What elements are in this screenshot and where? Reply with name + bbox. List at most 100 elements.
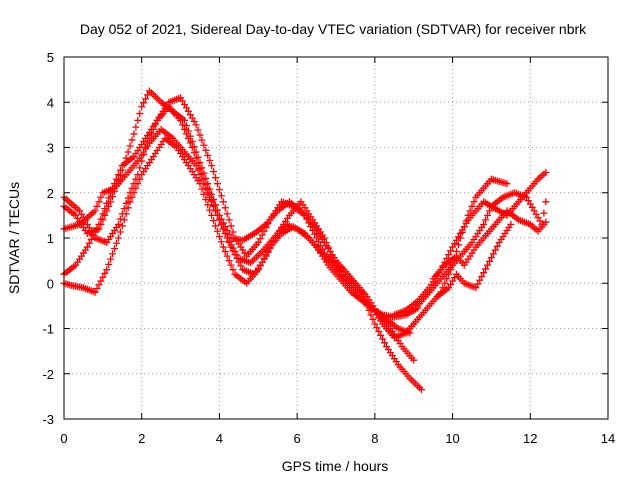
data-point xyxy=(194,166,202,174)
data-point xyxy=(198,185,206,193)
data-point xyxy=(256,235,264,243)
data-point xyxy=(324,243,332,251)
data-point xyxy=(198,175,206,183)
data-point xyxy=(124,204,132,212)
data-point xyxy=(219,243,227,251)
data-point xyxy=(322,239,330,247)
x-tick-label: 8 xyxy=(371,431,378,446)
data-point xyxy=(375,328,383,336)
data-point xyxy=(480,220,488,228)
data-point xyxy=(109,193,117,201)
data-point xyxy=(194,126,202,134)
data-point xyxy=(116,215,124,223)
data-point xyxy=(114,220,122,228)
x-tick-label: 6 xyxy=(294,431,301,446)
data-point xyxy=(482,265,490,273)
data-point xyxy=(202,196,210,204)
data-point xyxy=(213,227,221,235)
data-point xyxy=(91,207,99,215)
data-points xyxy=(60,87,550,394)
data-point xyxy=(122,199,130,207)
data-point xyxy=(182,130,190,138)
data-point xyxy=(107,255,115,263)
data-point xyxy=(95,220,103,228)
data-point xyxy=(112,239,120,247)
data-point xyxy=(124,194,132,202)
x-axis-label: GPS time / hours xyxy=(282,458,389,474)
data-point xyxy=(192,154,200,162)
data-point xyxy=(180,125,188,133)
data-point xyxy=(192,162,200,170)
data-point xyxy=(229,266,237,274)
data-point xyxy=(136,175,144,183)
data-point xyxy=(190,149,198,157)
data-point xyxy=(258,231,266,239)
data-point xyxy=(132,184,140,192)
data-point xyxy=(206,157,214,165)
series-track-5 xyxy=(60,134,414,337)
data-point xyxy=(229,228,237,236)
data-point xyxy=(225,216,233,224)
data-point xyxy=(107,198,115,206)
data-point xyxy=(237,262,245,270)
data-point xyxy=(223,210,231,218)
data-point xyxy=(454,241,462,249)
data-point xyxy=(212,207,220,215)
data-point xyxy=(188,144,196,151)
data-point xyxy=(328,252,336,260)
data-point xyxy=(91,288,99,296)
data-point xyxy=(198,136,206,144)
data-point xyxy=(221,229,229,237)
y-tick-label: 0 xyxy=(47,276,54,291)
data-point xyxy=(540,209,548,217)
data-point xyxy=(219,225,227,233)
data-point xyxy=(223,234,231,242)
data-point xyxy=(225,230,233,238)
data-point xyxy=(186,139,194,147)
data-point xyxy=(215,186,223,194)
data-point xyxy=(111,245,119,253)
data-point xyxy=(377,331,385,339)
data-point xyxy=(177,116,185,124)
data-point xyxy=(91,228,99,236)
data-point xyxy=(507,220,515,228)
data-point xyxy=(103,266,111,274)
data-point xyxy=(456,234,464,242)
data-point xyxy=(204,201,212,209)
series-track-4 xyxy=(60,125,422,321)
data-point xyxy=(210,202,218,210)
data-point xyxy=(93,285,101,293)
y-tick-label: 5 xyxy=(47,50,54,65)
data-point xyxy=(482,216,490,224)
data-point xyxy=(95,281,103,289)
y-tick-label: 3 xyxy=(47,141,54,156)
data-point xyxy=(379,335,387,343)
data-point xyxy=(210,217,218,225)
x-tick-label: 2 xyxy=(138,431,145,446)
data-point xyxy=(109,250,117,258)
data-point xyxy=(235,258,243,266)
data-point xyxy=(227,243,235,251)
data-point xyxy=(85,239,93,247)
data-point xyxy=(210,168,218,176)
data-point xyxy=(200,141,208,149)
data-point xyxy=(204,151,212,159)
data-point xyxy=(136,110,144,118)
data-point xyxy=(208,198,216,206)
data-point xyxy=(254,266,262,274)
y-tick-label: 4 xyxy=(47,95,54,110)
data-point xyxy=(231,251,239,259)
data-point xyxy=(128,193,136,201)
data-point xyxy=(212,222,220,230)
data-point xyxy=(101,269,109,277)
data-point xyxy=(478,272,486,280)
data-point xyxy=(445,251,453,259)
data-point xyxy=(105,260,113,268)
data-point xyxy=(140,99,148,107)
data-point xyxy=(192,121,200,129)
data-point xyxy=(484,261,492,269)
data-point xyxy=(206,193,214,201)
data-point xyxy=(124,148,132,156)
